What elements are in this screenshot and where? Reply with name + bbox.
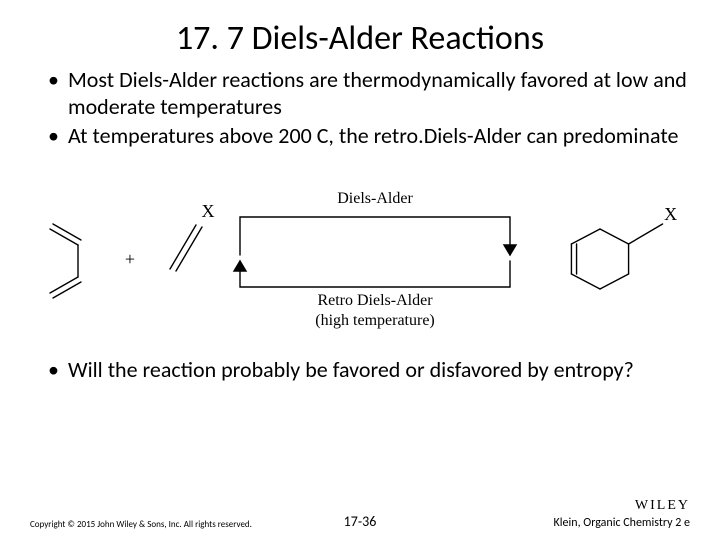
reverse-arrow-label: Retro Diels-Alder xyxy=(317,292,433,309)
bullets-bottom: Will the reaction probably be favored or… xyxy=(30,357,690,384)
author-line: Klein, Organic Chemistry 2 e xyxy=(554,516,690,530)
forward-arrow-label: Diels-Alder xyxy=(337,190,413,207)
forward-arrow xyxy=(240,217,516,255)
plus-symbol: + xyxy=(125,249,135,269)
product-structure xyxy=(571,224,662,289)
substituent-label: X xyxy=(202,201,215,221)
reaction-svg: + X Diels-Alder Retro Diels-Alder (high … xyxy=(30,177,690,337)
publisher-brand: WILEY xyxy=(635,498,690,514)
reverse-arrow xyxy=(234,261,510,287)
content-area: Most Diels-Alder reactions are thermodyn… xyxy=(0,67,720,384)
bullet-item: Most Diels-Alder reactions are thermodyn… xyxy=(48,67,690,121)
bullets-top: Most Diels-Alder reactions are thermodyn… xyxy=(30,67,690,149)
dienophile-structure xyxy=(170,225,202,271)
product-substituent-label: X xyxy=(664,204,677,224)
reaction-diagram: + X Diels-Alder Retro Diels-Alder (high … xyxy=(30,177,690,337)
reverse-arrow-sublabel: (high temperature) xyxy=(315,312,435,329)
bullet-item: Will the reaction probably be favored or… xyxy=(48,357,690,384)
slide-title: 17. 7 Diels-Alder Reactions xyxy=(0,0,720,67)
page-number: 17-36 xyxy=(344,513,377,530)
footer: Copyright © 2015 John Wiley & Sons, Inc.… xyxy=(0,498,720,530)
bullet-item: At temperatures above 200 C, the retro.D… xyxy=(48,123,690,150)
copyright-text: Copyright © 2015 John Wiley & Sons, Inc.… xyxy=(30,519,252,530)
diene-structure xyxy=(50,224,81,298)
